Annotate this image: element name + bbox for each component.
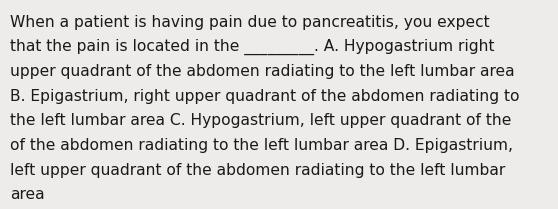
Text: area: area (10, 187, 45, 202)
Text: of the abdomen radiating to the left lumbar area D. Epigastrium,: of the abdomen radiating to the left lum… (10, 138, 513, 153)
Text: that the pain is located in the _________. A. Hypogastrium right: that the pain is located in the ________… (10, 39, 494, 56)
Text: upper quadrant of the abdomen radiating to the left lumbar area: upper quadrant of the abdomen radiating … (10, 64, 514, 79)
Text: When a patient is having pain due to pancreatitis, you expect: When a patient is having pain due to pan… (10, 15, 490, 30)
Text: the left lumbar area C. Hypogastrium, left upper quadrant of the: the left lumbar area C. Hypogastrium, le… (10, 113, 512, 128)
Text: left upper quadrant of the abdomen radiating to the left lumbar: left upper quadrant of the abdomen radia… (10, 163, 506, 178)
Text: B. Epigastrium, right upper quadrant of the abdomen radiating to: B. Epigastrium, right upper quadrant of … (10, 89, 519, 104)
